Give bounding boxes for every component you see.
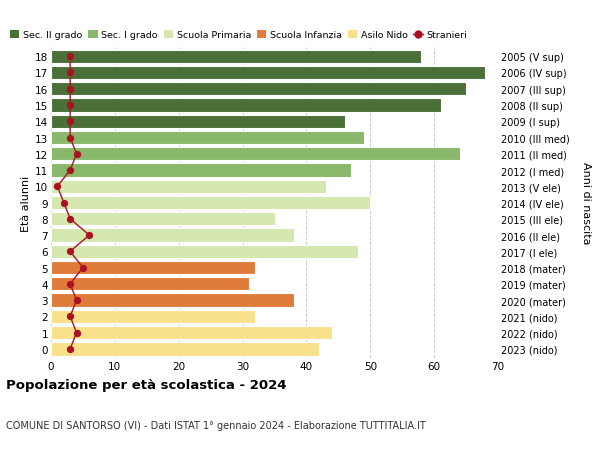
Point xyxy=(65,86,75,93)
Point xyxy=(72,329,82,336)
Bar xyxy=(51,342,319,356)
Point xyxy=(59,199,68,207)
Point xyxy=(85,232,94,239)
Bar xyxy=(51,229,293,242)
Point xyxy=(65,248,75,256)
Bar xyxy=(51,50,421,64)
Bar xyxy=(51,148,460,161)
Bar xyxy=(51,164,351,177)
Bar xyxy=(51,310,256,323)
Y-axis label: Età alunni: Età alunni xyxy=(21,175,31,231)
Bar xyxy=(51,83,466,96)
Point xyxy=(65,102,75,109)
Y-axis label: Anni di nascita: Anni di nascita xyxy=(581,162,590,244)
Point xyxy=(65,134,75,142)
Bar xyxy=(51,261,256,274)
Point xyxy=(65,280,75,288)
Point xyxy=(78,264,88,272)
Point xyxy=(53,183,62,190)
Point xyxy=(65,167,75,174)
Point xyxy=(65,346,75,353)
Bar xyxy=(51,132,364,145)
Bar xyxy=(51,115,345,129)
Text: Popolazione per età scolastica - 2024: Popolazione per età scolastica - 2024 xyxy=(6,379,287,392)
Bar xyxy=(51,99,440,112)
Bar xyxy=(51,278,249,291)
Point xyxy=(72,297,82,304)
Bar xyxy=(51,196,370,210)
Point xyxy=(72,151,82,158)
Point xyxy=(65,216,75,223)
Bar xyxy=(51,180,326,194)
Point xyxy=(65,53,75,61)
Bar xyxy=(51,213,275,226)
Text: COMUNE DI SANTORSO (VI) - Dati ISTAT 1° gennaio 2024 - Elaborazione TUTTITALIA.I: COMUNE DI SANTORSO (VI) - Dati ISTAT 1° … xyxy=(6,420,426,430)
Legend: Sec. II grado, Sec. I grado, Scuola Primaria, Scuola Infanzia, Asilo Nido, Stran: Sec. II grado, Sec. I grado, Scuola Prim… xyxy=(10,31,467,40)
Bar xyxy=(51,326,332,340)
Point xyxy=(65,313,75,320)
Bar xyxy=(51,245,358,258)
Point xyxy=(65,70,75,77)
Bar xyxy=(51,294,293,307)
Bar xyxy=(51,67,485,80)
Point xyxy=(65,118,75,126)
